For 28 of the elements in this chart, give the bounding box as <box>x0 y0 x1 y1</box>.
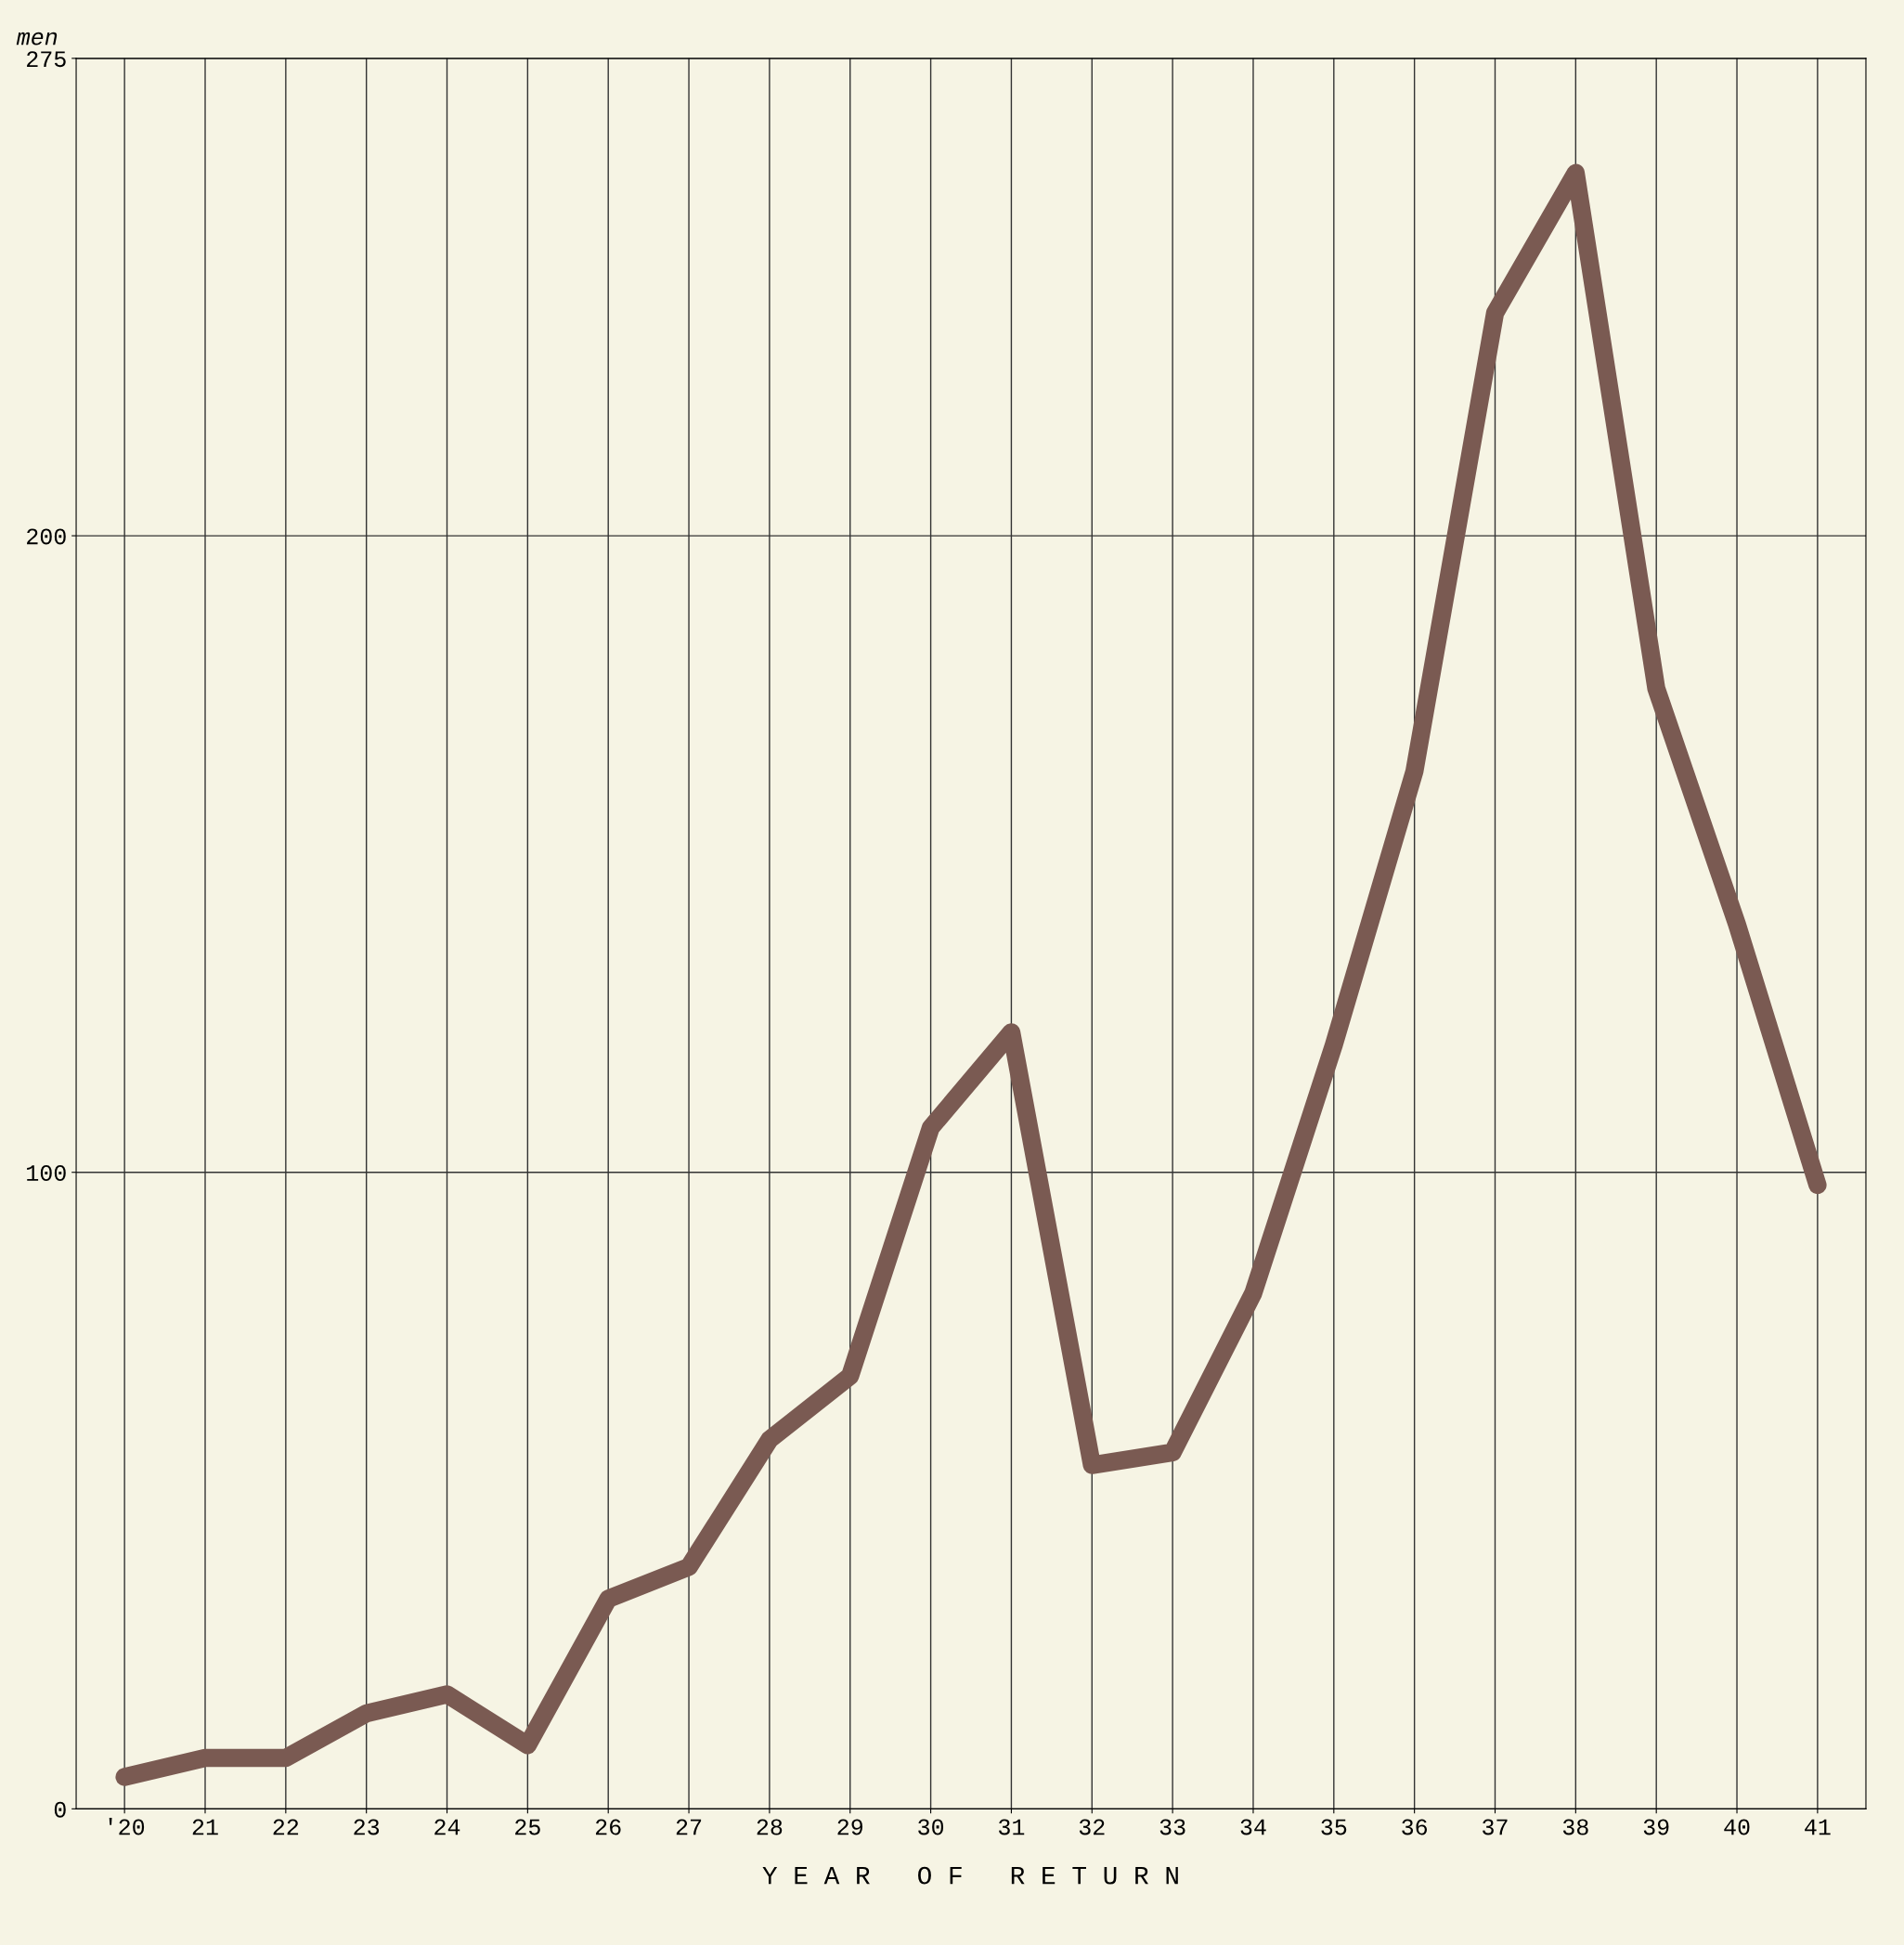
x-tick-label: 32 <box>1079 1819 1105 1835</box>
y-tick-label: 0 <box>54 1801 66 1818</box>
y-tick-label: 100 <box>27 1165 66 1182</box>
x-tick-label: 37 <box>1483 1819 1508 1835</box>
x-tick-label: 29 <box>837 1819 863 1835</box>
y-axis-title: men <box>16 32 58 45</box>
x-tick-label: 22 <box>273 1819 299 1835</box>
y-tick-label: 275 <box>27 51 66 68</box>
x-tick-label: 41 <box>1805 1819 1831 1835</box>
x-tick-label: 28 <box>757 1819 783 1835</box>
x-tick-label: 35 <box>1321 1819 1347 1835</box>
x-tick-label: 34 <box>1240 1819 1266 1835</box>
x-tick-label: 27 <box>676 1819 702 1835</box>
x-tick-label: 38 <box>1562 1819 1588 1835</box>
x-tick-label: 36 <box>1402 1819 1428 1835</box>
x-tick-label: 30 <box>918 1819 944 1835</box>
x-tick-label: 31 <box>998 1819 1025 1835</box>
x-tick-label: 39 <box>1643 1819 1669 1835</box>
x-tick-label: '20 <box>109 1818 145 1835</box>
x-tick-label: 40 <box>1724 1819 1750 1835</box>
x-tick-label: 24 <box>434 1819 460 1835</box>
y-tick-label: 200 <box>27 528 66 545</box>
x-axis-title: Y E A R O F R E T U R N <box>762 1866 1178 1885</box>
x-tick-label: 33 <box>1159 1819 1185 1835</box>
x-tick-label: 21 <box>192 1819 218 1835</box>
x-tick-label: 26 <box>595 1819 621 1835</box>
x-tick-label: 25 <box>515 1819 540 1835</box>
x-tick-label: 23 <box>354 1819 380 1835</box>
